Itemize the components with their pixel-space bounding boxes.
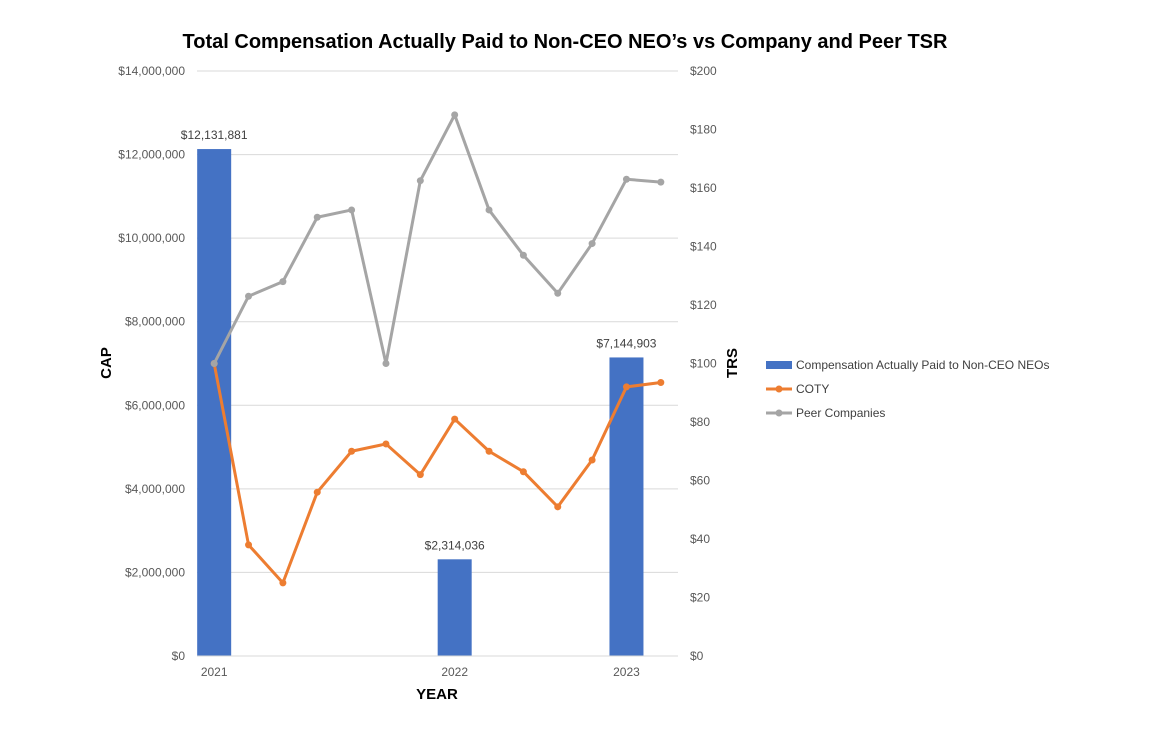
y-tick-label-right: $60 [690,474,710,488]
series-point [519,468,527,476]
y-tick-label-right: $140 [690,240,717,254]
y-tick-label-right: $180 [690,123,717,137]
series-point [245,541,253,549]
y-tick-label-right: $100 [690,357,717,371]
legend: Compensation Actually Paid to Non-CEO NE… [766,358,1049,420]
y-axis-title-left: CAP [98,347,115,379]
series-point [313,488,321,496]
y-tick-label-right: $200 [690,64,717,78]
gridlines [197,70,678,657]
series-point [279,579,287,587]
y-axis-left: $0 $2,000,000 $4,000,000 $6,000,000 $8,000,0… [118,64,185,663]
series-point [279,278,287,286]
series-point [588,456,596,464]
bar-data-label: $7,144,903 [596,336,656,350]
legend-label: Peer Companies [796,406,885,420]
series-point [416,471,424,479]
y-tick-label-left: $2,000,000 [125,565,185,579]
bar-data-label: $12,131,881 [181,128,248,142]
y-tick-label-left: $4,000,000 [125,482,185,496]
y-tick-label-right: $40 [690,532,710,546]
series-point [451,415,459,423]
legend-label: COTY [796,382,829,396]
y-axis-right: $0 $20 $40 $60 $80 $100 $120 $140 $160 $180 $200 [690,64,717,663]
y-tick-label-right: $0 [690,649,704,663]
series-line [212,362,663,585]
bar-data-label: $2,314,036 [425,538,485,552]
x-axis-title: YEAR [416,686,458,703]
y-tick-label-left: $10,000,000 [118,231,185,245]
legend-label: Compensation Actually Paid to Non-CEO NE… [796,358,1049,372]
y-tick-label-right: $80 [690,415,710,429]
bars: $12,131,881 $2,314,036 $7,144,903 [181,128,657,657]
x-tick-label: 2021 [201,665,228,679]
series-point [519,251,527,259]
y-tick-label-left: $8,000,000 [125,315,185,329]
series-point [554,289,562,297]
y-tick-label-right: $120 [690,298,717,312]
y-tick-label-left: $14,000,000 [118,64,185,78]
bar [609,357,644,656]
line-series [210,111,665,587]
x-axis: 2021 2022 2023 [197,655,678,679]
series-point [348,447,356,455]
legend-swatch-marker [775,409,783,417]
y-tick-label-left: $0 [172,649,186,663]
bar [197,149,232,657]
y-tick-label-left: $6,000,000 [125,398,185,412]
y-tick-label-right: $160 [690,181,717,195]
series-point [622,383,630,391]
series-point [382,360,390,367]
series-point [313,213,321,221]
bar [437,559,472,656]
series-point [245,292,253,300]
series-point [657,178,665,186]
chart-title: Total Compensation Actually Paid to Non-… [183,31,948,53]
series-point [382,440,390,448]
series-point [210,360,218,367]
series-point [416,177,424,185]
series-point [485,447,493,455]
y-tick-label-left: $12,000,000 [118,148,185,162]
y-axis-title-right: TRS [724,348,741,378]
series-point [554,503,562,511]
legend-swatch-marker [775,385,783,393]
series-point [657,379,665,387]
legend-swatch-bar [766,361,792,369]
y-tick-label-right: $20 [690,591,710,605]
series-point [588,240,596,248]
series-point [622,175,630,183]
series-point [485,206,493,214]
series-line [212,113,663,365]
series-point [451,111,459,119]
x-tick-label: 2023 [613,665,640,679]
series-point [348,206,356,214]
x-tick-label: 2022 [441,665,468,679]
